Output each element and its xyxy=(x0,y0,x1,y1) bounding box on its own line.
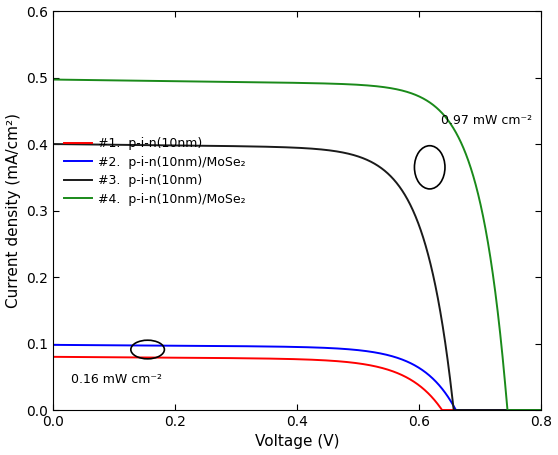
Text: 0.16 mW cm⁻²: 0.16 mW cm⁻² xyxy=(71,374,162,386)
Legend: #1.  p-i-n(10nm), #2.  p-i-n(10nm)/MoSe₂, #3.  p-i-n(10nm), #4.  p-i-n(10nm)/MoS: #1. p-i-n(10nm), #2. p-i-n(10nm)/MoSe₂, … xyxy=(64,137,246,206)
X-axis label: Voltage (V): Voltage (V) xyxy=(255,435,339,450)
Text: 0.97 mW cm⁻²: 0.97 mW cm⁻² xyxy=(441,114,532,127)
Y-axis label: Current density (mA/cm²): Current density (mA/cm²) xyxy=(6,113,21,308)
